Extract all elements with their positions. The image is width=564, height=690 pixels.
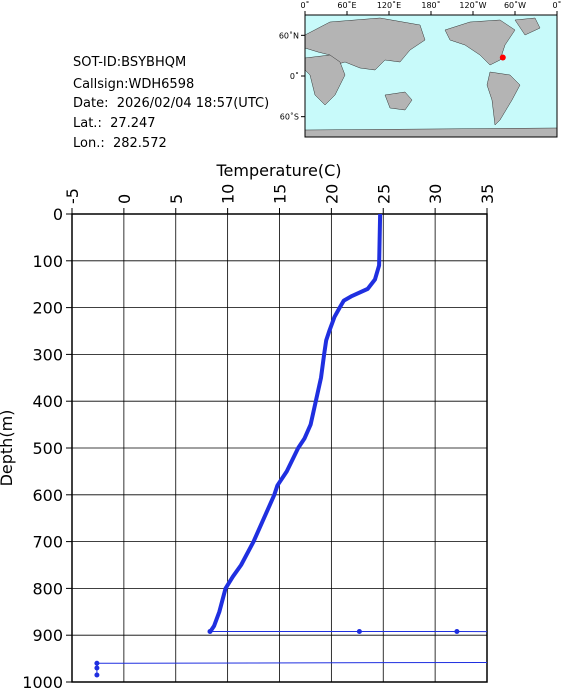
- callsign: Callsign:WDH6598: [73, 77, 194, 92]
- y-tick-label: 300: [32, 345, 63, 364]
- profile-point: [356, 628, 362, 634]
- x-tick-label: -5: [63, 188, 82, 204]
- profile-line: [209, 214, 383, 633]
- y-tick-label: 200: [32, 299, 63, 318]
- y-tick-label: 100: [32, 252, 63, 271]
- y-tick-label: 400: [32, 392, 63, 411]
- profile-point: [207, 628, 213, 634]
- plot: -5 0 5 10 15 20 25 30 35010020030040050060070080…: [22, 184, 541, 690]
- x-tick-label: 30: [426, 184, 445, 204]
- profile-point: [454, 628, 460, 634]
- profile-point: [536, 660, 541, 665]
- sot-id: SOT-ID:BSYBHQM: [73, 55, 186, 70]
- x-tick-label: 35: [478, 184, 497, 204]
- y-tick-label: 700: [32, 533, 63, 552]
- land: [305, 17, 557, 137]
- x-tick-label: 25: [374, 184, 393, 204]
- y-tick-label: 1000: [22, 673, 63, 690]
- lat: Lat.: 27.247: [73, 116, 156, 131]
- map-x-tick-label: 120˚W: [459, 0, 486, 10]
- profile-point: [536, 629, 541, 634]
- date: Date: 2026/02/04 18:57(UTC): [73, 96, 269, 111]
- map-x-tick-label: 120˚E: [377, 0, 401, 10]
- position-marker: [499, 54, 506, 61]
- map-x-tick-label: 60˚E: [337, 0, 356, 10]
- map-x-tick-label: 0˚: [552, 0, 561, 10]
- map: 0˚ 60˚E 120˚E 180˚ 120˚W 60˚W 0˚ 60˚N 0˚ 60˚S: [279, 0, 562, 138]
- profile-point: [94, 660, 100, 666]
- x-tick-label: 10: [219, 184, 238, 204]
- profile-point: [94, 672, 100, 678]
- profile-point: [94, 665, 100, 671]
- y-axis-title: Depth(m): [0, 410, 16, 487]
- data-layer: [94, 214, 541, 678]
- map-x-tick-label: 180˚: [421, 0, 440, 10]
- x-axis-title: Temperature(C): [215, 161, 341, 180]
- plot-frame: [71, 213, 488, 683]
- lon: Lon.: 282.572: [73, 136, 167, 151]
- x-tick-label: 15: [271, 184, 290, 204]
- map-y-tick-label: 60˚N: [279, 30, 299, 40]
- map-y-tick-label: 0˚: [290, 71, 299, 81]
- y-tick-label: 500: [32, 439, 63, 458]
- y-tick-label: 800: [32, 579, 63, 598]
- y-tick-label: 900: [32, 626, 63, 645]
- x-tick-label: 20: [322, 184, 341, 204]
- map-x-tick-label: 60˚W: [504, 0, 526, 10]
- map-y-tick-label: 60˚S: [280, 112, 299, 122]
- info-block: SOT-ID:BSYBHQM Callsign:WDH6598 Date: 20…: [73, 55, 269, 151]
- x-tick-label: 0: [115, 194, 134, 204]
- y-tick-label: 600: [32, 486, 63, 505]
- y-tick-label: 0: [53, 205, 63, 224]
- x-tick-label: 5: [167, 194, 186, 204]
- map-x-tick-label: 0˚: [300, 0, 309, 10]
